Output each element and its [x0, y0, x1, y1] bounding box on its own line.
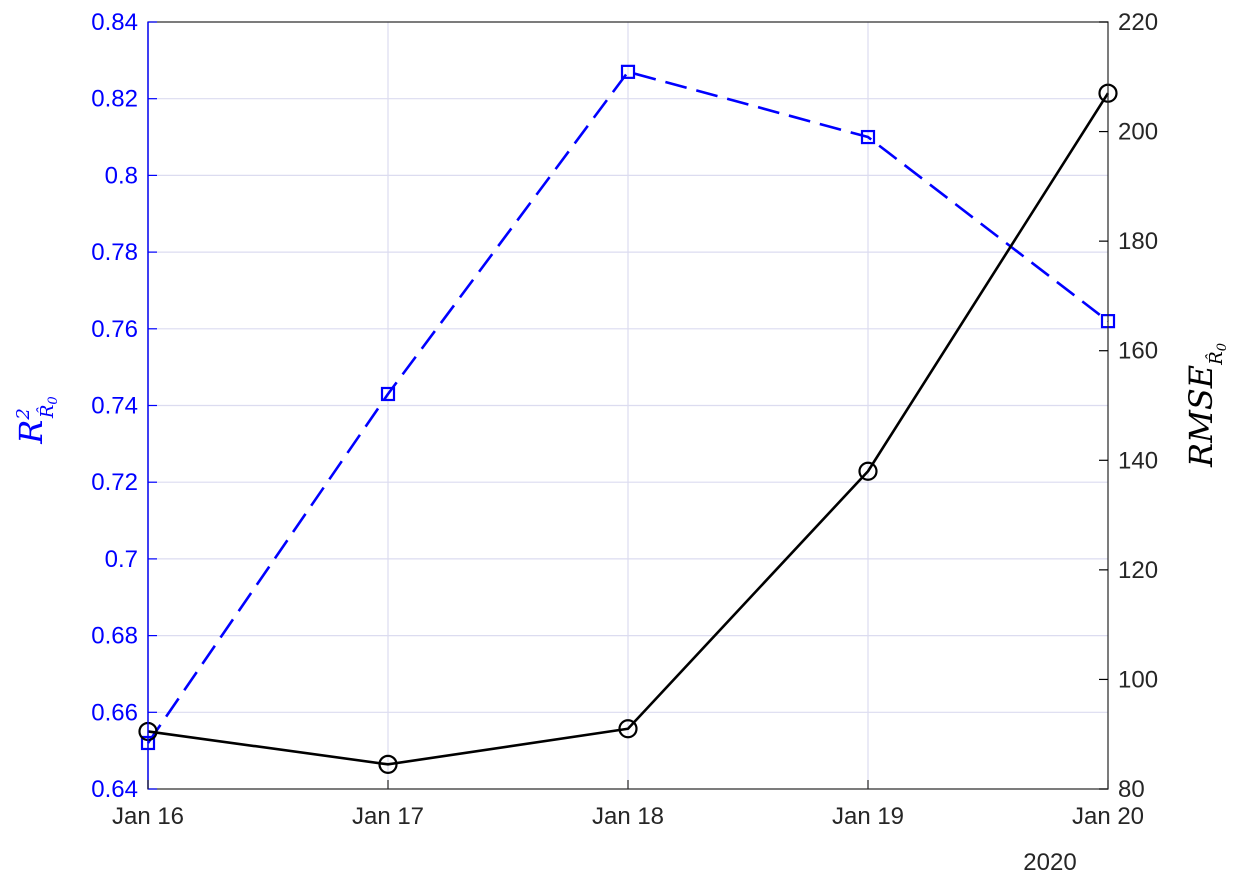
grid-lines [148, 22, 1108, 789]
left-axis-tick-label: 0.78 [91, 239, 138, 266]
x-axis-year-label: 2020 [1023, 849, 1076, 875]
right-axis-title-subsub: 0 [1215, 343, 1230, 351]
left-axis-tick-label: 0.82 [91, 86, 138, 113]
left-axis-title-main: R [12, 420, 50, 445]
left-axis-tick-label: 0.64 [91, 776, 138, 803]
left-axis-tick-label: 0.76 [91, 316, 138, 343]
x-axis-tick-label: Jan 16 [112, 803, 184, 830]
series-1-square-marker [860, 129, 876, 145]
series-1-square-marker [380, 386, 396, 402]
right-axis-tick-label: 80 [1118, 776, 1145, 803]
series-2-line [147, 92, 1110, 766]
left-axis-tick-label: 0.8 [105, 162, 138, 189]
left-axis-ticks: 0.64 0.66 0.68 0.7 0.72 0.74 0.76 0.78 0.8 0.82 0.… [91, 9, 157, 803]
right-axis-tick-label: 180 [1118, 228, 1158, 255]
x-axis-tick-label: Jan 18 [592, 803, 664, 830]
left-axis-title-sup: 2 [13, 408, 34, 420]
right-axis-tick-label: 120 [1118, 557, 1158, 584]
x-axis-tick-label: Jan 20 [1072, 803, 1144, 830]
right-axis-tick-label: 200 [1118, 119, 1158, 146]
left-axis-tick-label: 0.7 [105, 546, 138, 573]
x-axis-ticks: Jan 16 Jan 17 Jan 18 Jan 19 Jan 20 [112, 780, 1144, 830]
right-axis-ticks: 80 100 120 140 160 180 200 220 [1099, 9, 1158, 803]
right-axis-tick-label: 160 [1118, 338, 1158, 365]
left-axis-title-sub: R̂ [36, 405, 58, 420]
series-2-circle-marker [378, 754, 398, 774]
right-axis-title-main: RMSE [1182, 365, 1220, 468]
left-axis-tick-label: 0.84 [91, 9, 138, 36]
x-axis-tick-label: Jan 17 [352, 803, 424, 830]
right-axis-tick-label: 140 [1118, 447, 1158, 474]
x-axis-tick-label: Jan 19 [832, 803, 904, 830]
right-axis-tick-label: 100 [1118, 666, 1158, 693]
left-axis-title: R2 R̂0 [12, 396, 61, 444]
series-2-circle-marker [858, 461, 878, 481]
left-axis-tick-label: 0.68 [91, 623, 138, 650]
left-axis-title-subsub: 0 [46, 396, 61, 404]
right-axis-tick-label: 220 [1118, 9, 1158, 36]
left-axis-tick-label: 0.72 [91, 469, 138, 496]
left-axis-tick-label: 0.74 [91, 393, 138, 420]
series-2-circle-marker [618, 719, 638, 739]
right-axis-title: RMSER̂0 [1182, 343, 1230, 468]
left-axis-tick-label: 0.66 [91, 699, 138, 726]
right-axis-title-sub: R̂ [1205, 351, 1227, 366]
series-1-square-marker [620, 64, 636, 79]
